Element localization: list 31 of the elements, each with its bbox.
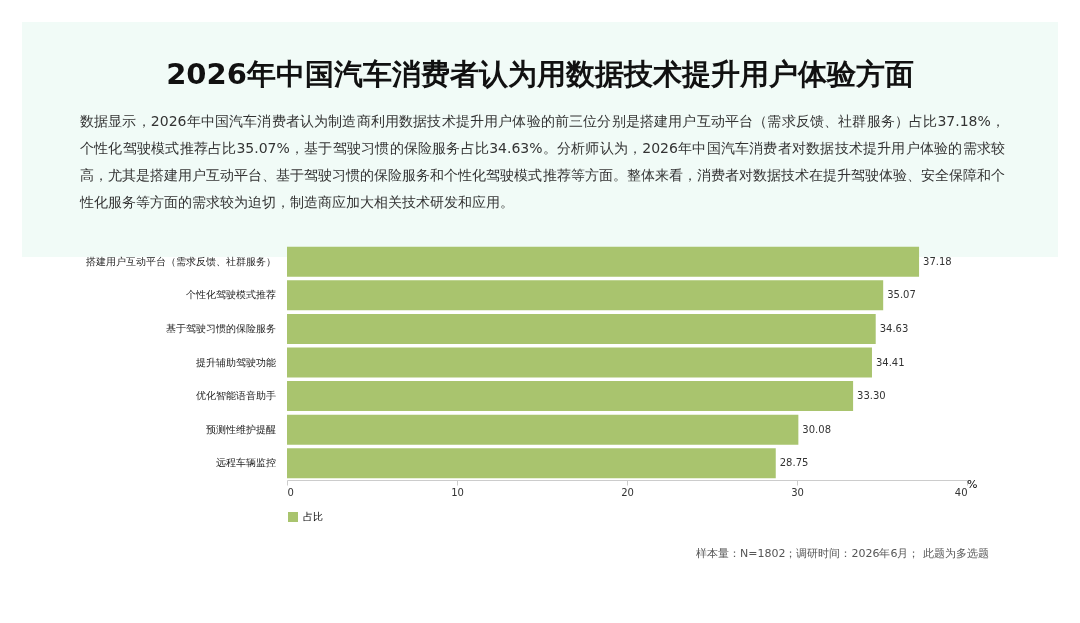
- data-label: 30.08: [802, 423, 831, 435]
- y-tick-label: 优化智能语音助手: [195, 390, 276, 402]
- text: 样本量：N=1802；调研时间：2026年6月； 此题为多选题: [696, 546, 989, 561]
- x-tick-label: 20: [621, 486, 634, 498]
- chart-title: 2026年中国汽车消费者认为用数据技术提升用户体验方面: [165, 56, 915, 93]
- y-tick-label: 提升辅助驾驶功能: [195, 356, 276, 368]
- y-tick-label: 远程车辆监控: [215, 457, 276, 469]
- x-tick-label: 30: [791, 486, 804, 498]
- x-tick-label: 10: [451, 486, 464, 498]
- bar: [287, 246, 920, 277]
- y-tick-label: 预测性维护提醒: [205, 423, 276, 435]
- legend-label: 占比: [303, 511, 323, 522]
- bar: [287, 347, 872, 378]
- data-label: 33.30: [857, 390, 886, 402]
- bar: [287, 381, 854, 412]
- data-label: 28.75: [779, 457, 809, 469]
- y-tick-label: 个性化驾驶模式推荐: [185, 289, 276, 301]
- x-axis-title: %: [967, 477, 978, 491]
- bar: [287, 280, 884, 311]
- x-tick-label: 0: [287, 486, 294, 498]
- x-tick-label: 40: [954, 486, 968, 498]
- y-tick-label: 基于驾驶习惯的保险服务: [165, 322, 276, 334]
- bar: [287, 448, 776, 479]
- data-label: 34.41: [875, 356, 905, 368]
- bar: [287, 414, 799, 445]
- y-tick-label: 搭建用户互动平台（需求反馈、社群服务）: [85, 255, 276, 267]
- chart-subtitle: 数据显示，2026年中国汽车消费者认为制造商利用数据技术提升用户体验的前三位分别是搭建用户互动平台（需求反馈、社群服务）占比37.18%，个性化驾驶模式推荐占比35.07%，基于驾驶习惯的保险服务占比34.63%。分析师认为，2026年中国汽车消费者对数据技术提升用户体验的需求较高，尤其是搭建用户互动平台、基于驾驶习惯的保险服务和个性化驾驶模式推荐等方面。整体来看，消费者对数据技术在提升驾驶体验、安全保障和个性化服务等方面的需求较为迫切，制造商应加大相关技术研发和应用。: [80, 112, 1005, 212]
- data-label: 37.18: [923, 255, 952, 267]
- data-label: 34.63: [879, 322, 909, 334]
- data-label: 35.07: [887, 289, 916, 301]
- bar: [287, 313, 876, 344]
